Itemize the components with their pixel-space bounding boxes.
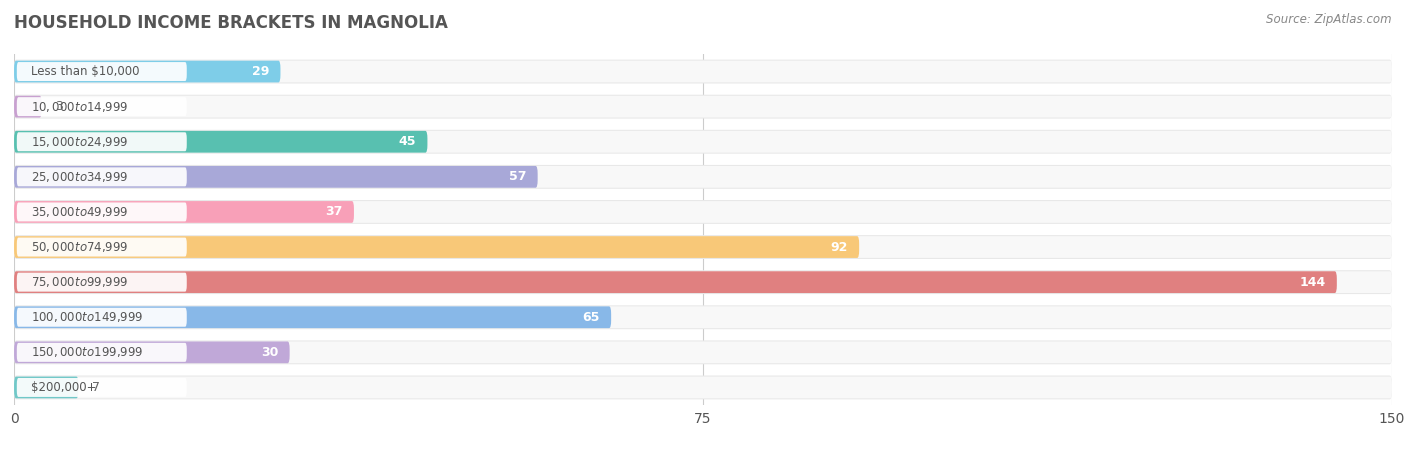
FancyBboxPatch shape — [14, 61, 1392, 82]
FancyBboxPatch shape — [17, 308, 187, 327]
FancyBboxPatch shape — [14, 271, 1392, 293]
FancyBboxPatch shape — [14, 377, 1392, 398]
FancyBboxPatch shape — [14, 130, 1392, 154]
FancyBboxPatch shape — [14, 59, 1392, 84]
Text: 92: 92 — [831, 241, 848, 253]
FancyBboxPatch shape — [14, 96, 1392, 117]
FancyBboxPatch shape — [17, 97, 187, 116]
Text: $35,000 to $49,999: $35,000 to $49,999 — [31, 205, 128, 219]
FancyBboxPatch shape — [14, 96, 42, 117]
Text: $100,000 to $149,999: $100,000 to $149,999 — [31, 310, 143, 324]
FancyBboxPatch shape — [14, 375, 1392, 400]
Text: 57: 57 — [509, 171, 527, 183]
FancyBboxPatch shape — [14, 270, 1392, 294]
FancyBboxPatch shape — [17, 202, 187, 221]
FancyBboxPatch shape — [17, 378, 187, 397]
FancyBboxPatch shape — [14, 306, 1392, 328]
FancyBboxPatch shape — [17, 132, 187, 151]
Text: $75,000 to $99,999: $75,000 to $99,999 — [31, 275, 128, 289]
FancyBboxPatch shape — [17, 343, 187, 362]
Text: 144: 144 — [1299, 276, 1326, 288]
FancyBboxPatch shape — [14, 131, 1392, 153]
Text: 29: 29 — [252, 65, 270, 78]
Text: 7: 7 — [93, 381, 100, 394]
FancyBboxPatch shape — [14, 340, 1392, 364]
FancyBboxPatch shape — [14, 271, 1337, 293]
Text: $150,000 to $199,999: $150,000 to $199,999 — [31, 345, 143, 360]
Text: 45: 45 — [399, 135, 416, 148]
FancyBboxPatch shape — [17, 273, 187, 292]
FancyBboxPatch shape — [14, 166, 537, 188]
FancyBboxPatch shape — [14, 306, 612, 328]
Text: $25,000 to $34,999: $25,000 to $34,999 — [31, 170, 128, 184]
FancyBboxPatch shape — [14, 201, 1392, 223]
Text: $50,000 to $74,999: $50,000 to $74,999 — [31, 240, 128, 254]
FancyBboxPatch shape — [14, 342, 1392, 363]
Text: $10,000 to $14,999: $10,000 to $14,999 — [31, 99, 128, 114]
Text: Source: ZipAtlas.com: Source: ZipAtlas.com — [1267, 14, 1392, 27]
FancyBboxPatch shape — [14, 166, 1392, 188]
FancyBboxPatch shape — [14, 61, 280, 82]
Text: 65: 65 — [582, 311, 600, 324]
FancyBboxPatch shape — [17, 167, 187, 186]
Text: $200,000+: $200,000+ — [31, 381, 96, 394]
Text: 3: 3 — [55, 100, 63, 113]
FancyBboxPatch shape — [14, 305, 1392, 329]
Text: 37: 37 — [326, 206, 343, 218]
Text: HOUSEHOLD INCOME BRACKETS IN MAGNOLIA: HOUSEHOLD INCOME BRACKETS IN MAGNOLIA — [14, 14, 449, 32]
FancyBboxPatch shape — [14, 236, 1392, 258]
FancyBboxPatch shape — [14, 236, 859, 258]
FancyBboxPatch shape — [17, 238, 187, 256]
FancyBboxPatch shape — [17, 62, 187, 81]
FancyBboxPatch shape — [14, 201, 354, 223]
FancyBboxPatch shape — [14, 131, 427, 153]
FancyBboxPatch shape — [14, 165, 1392, 189]
Text: Less than $10,000: Less than $10,000 — [31, 65, 139, 78]
Text: 30: 30 — [262, 346, 278, 359]
FancyBboxPatch shape — [14, 235, 1392, 259]
Text: $15,000 to $24,999: $15,000 to $24,999 — [31, 135, 128, 149]
FancyBboxPatch shape — [14, 377, 79, 398]
FancyBboxPatch shape — [14, 94, 1392, 119]
FancyBboxPatch shape — [14, 200, 1392, 224]
FancyBboxPatch shape — [14, 342, 290, 363]
